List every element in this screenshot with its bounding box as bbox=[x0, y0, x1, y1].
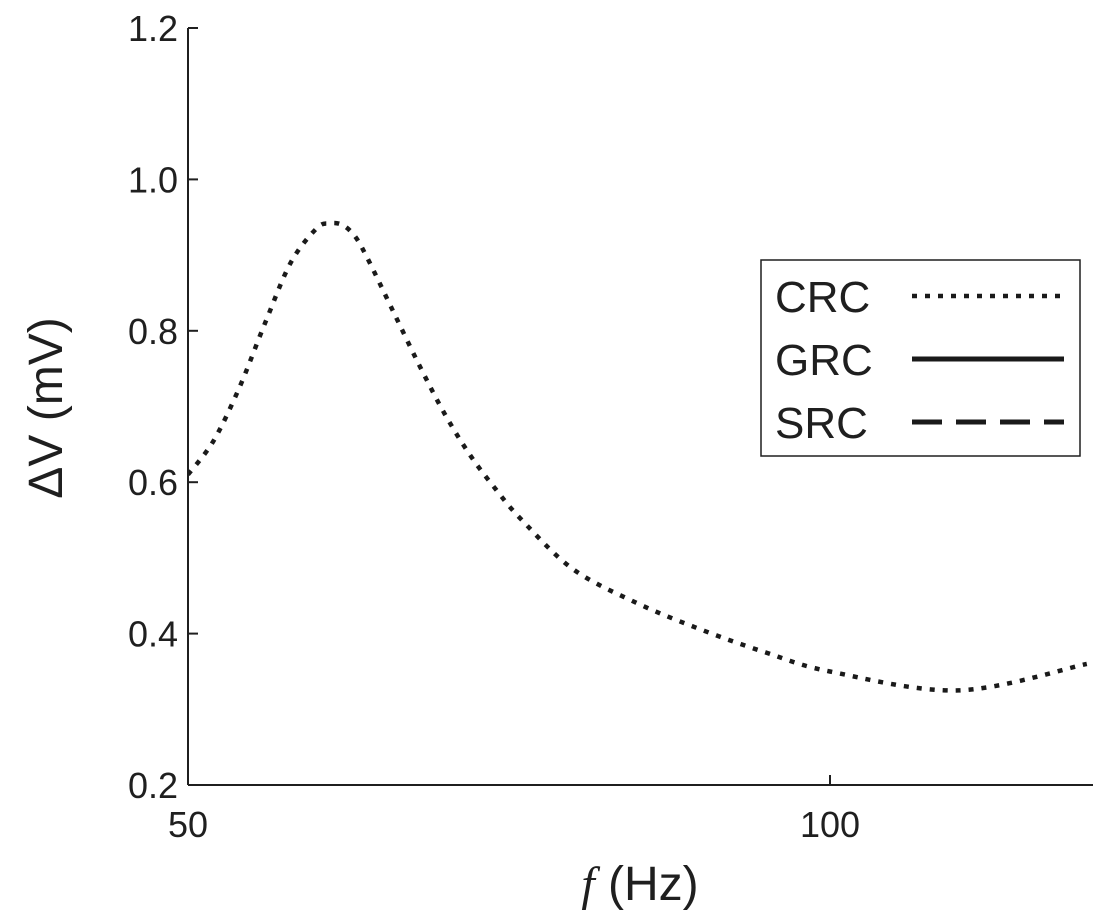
plot-lines bbox=[188, 220, 1088, 693]
axes bbox=[187, 28, 1093, 786]
x-axis-label: f (Hz) bbox=[581, 858, 698, 911]
y-axis-label: ΔV (mV) bbox=[20, 317, 73, 498]
y-tick-label: 0.2 bbox=[128, 765, 178, 806]
y-tick-label: 1.2 bbox=[128, 8, 178, 49]
y-tick-label: 0.4 bbox=[128, 614, 178, 655]
x-tick-label: 100 bbox=[800, 804, 860, 845]
legend-label-src: SRC bbox=[775, 399, 868, 448]
legend-label-grc: GRC bbox=[775, 336, 873, 385]
legend: CRC GRC SRC bbox=[760, 259, 1081, 457]
x-tick-label: 50 bbox=[168, 804, 208, 845]
x-axis-unit: (Hz) bbox=[608, 858, 699, 911]
y-tick-label: 1.0 bbox=[128, 159, 178, 200]
tick-marks: 0.2 0.4 0.6 0.8 1.0 1.2 50 100 bbox=[128, 8, 860, 845]
legend-label-crc: CRC bbox=[775, 273, 870, 322]
x-axis-variable: f bbox=[581, 858, 600, 911]
series-line-crc bbox=[188, 220, 1088, 693]
y-tick-label: 0.6 bbox=[128, 462, 178, 503]
y-tick-label: 0.8 bbox=[128, 311, 178, 352]
